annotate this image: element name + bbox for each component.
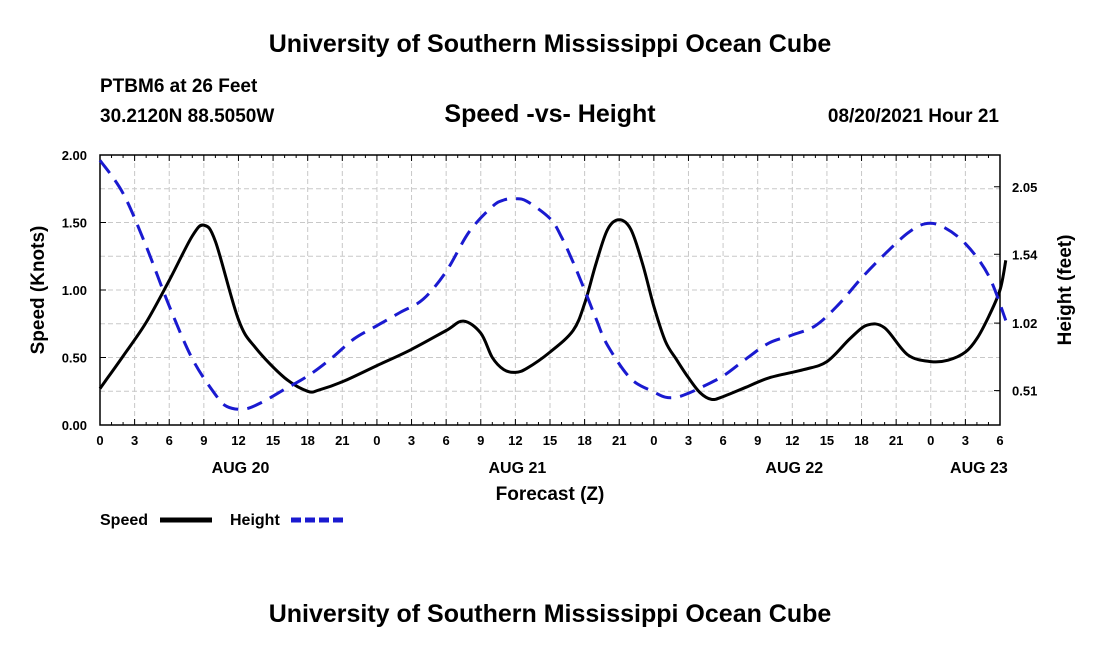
y2-tick-labels: 0.51 1.02 1.54 2.05	[1012, 180, 1038, 399]
x-tick-label: 12	[508, 433, 522, 448]
x-tick-label: 3	[408, 433, 415, 448]
x-tick-label: 6	[996, 433, 1003, 448]
y2-tick-label: 1.54	[1012, 247, 1038, 262]
y-axis-label: Speed (Knots)	[28, 226, 49, 355]
day-label: AUG 20	[212, 460, 270, 477]
legend-speed-label: Speed	[100, 512, 148, 529]
tick-marks	[99, 154, 1001, 426]
x-tick-label: 18	[854, 433, 868, 448]
y2-tick-label: 0.51	[1012, 384, 1037, 399]
y-tick-label: 1.50	[62, 216, 87, 231]
y2-axis-label: Height (feet)	[1055, 235, 1076, 346]
y-tick-label: 0.50	[62, 351, 87, 366]
x-tick-label: 21	[335, 433, 349, 448]
x-tick-label: 3	[131, 433, 138, 448]
y2-tick-label: 1.02	[1012, 316, 1037, 331]
legend-height-label: Height	[230, 512, 280, 529]
y-tick-label: 1.00	[62, 283, 87, 298]
x-tick-label: 15	[266, 433, 280, 448]
y-tick-label: 2.00	[62, 148, 87, 163]
x-tick-label: 0	[927, 433, 934, 448]
x-axis-label: Forecast (Z)	[496, 484, 605, 505]
series-height-line	[98, 159, 1008, 411]
day-label: AUG 22	[765, 460, 823, 477]
x-tick-label: 15	[543, 433, 557, 448]
legend: Speed Height	[100, 512, 343, 529]
x-tick-label: 0	[650, 433, 657, 448]
chart-title: Speed -vs- Height	[444, 100, 656, 128]
x-tick-label: 6	[166, 433, 173, 448]
day-label: AUG 21	[488, 460, 546, 477]
y2-tick-label: 2.05	[1012, 180, 1037, 195]
x-tick-label: 15	[820, 433, 834, 448]
grid	[100, 155, 1000, 425]
coordinates-label: 30.2120N 88.5050W	[100, 106, 275, 127]
series-lines	[98, 159, 1008, 411]
x-tick-label: 18	[577, 433, 591, 448]
day-label: AUG 23	[950, 460, 1008, 477]
y-tick-labels: 0.00 0.50 1.00 1.50 2.00	[62, 148, 87, 433]
series-speed-line	[98, 218, 1008, 402]
x-tick-label: 6	[443, 433, 450, 448]
x-tick-label: 18	[300, 433, 314, 448]
bottom-title: University of Southern Mississippi Ocean…	[268, 600, 832, 628]
x-tick-label: 12	[231, 433, 245, 448]
x-tick-label: 0	[373, 433, 380, 448]
station-label: PTBM6 at 26 Feet	[100, 76, 258, 97]
x-tick-label: 0	[96, 433, 103, 448]
x-tick-label: 12	[785, 433, 799, 448]
x-tick-label: 9	[200, 433, 207, 448]
day-labels: AUG 20 AUG 21 AUG 22 AUG 23	[212, 460, 1008, 477]
x-tick-label: 6	[719, 433, 726, 448]
x-tick-label: 3	[962, 433, 969, 448]
x-tick-label: 3	[685, 433, 692, 448]
datetime-label: 08/20/2021 Hour 21	[827, 106, 999, 127]
x-tick-label: 21	[889, 433, 903, 448]
y-tick-label: 0.00	[62, 418, 87, 433]
x-tick-label: 21	[612, 433, 626, 448]
top-title: University of Southern Mississippi Ocean…	[268, 30, 832, 58]
x-tick-labels: 0 3 6 9 12 15 18 21 0 3 6 9 12 15 18 21 0 3 6 9 12 15 18 21 0 3 6	[96, 433, 1003, 448]
x-tick-label: 9	[477, 433, 484, 448]
x-tick-label: 9	[754, 433, 761, 448]
